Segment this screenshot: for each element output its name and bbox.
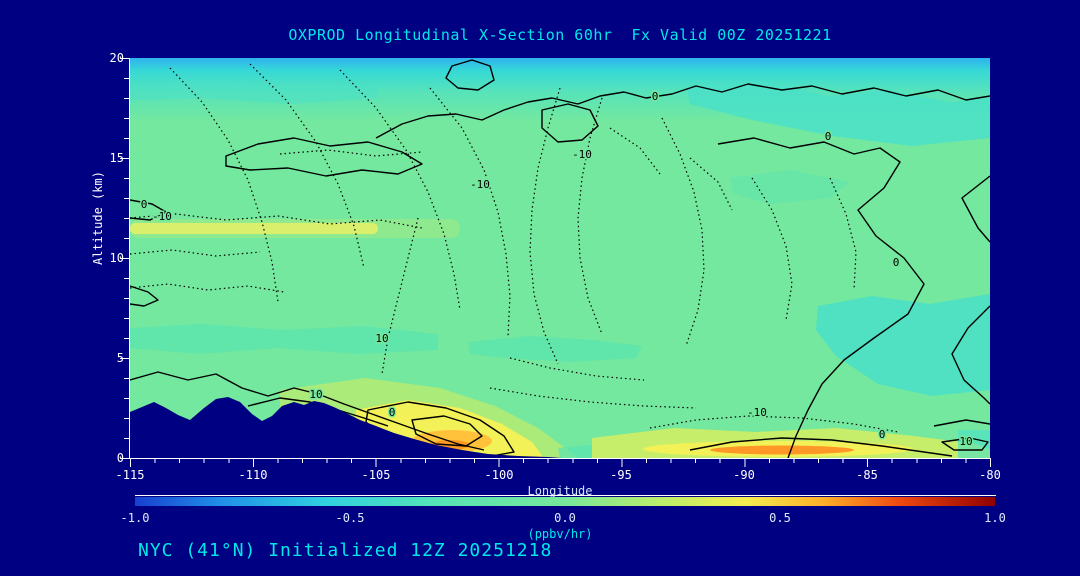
colorbar-tick-label: -0.5 bbox=[335, 511, 365, 525]
colorbar-top-line bbox=[135, 495, 996, 496]
y-tick-label: 15 bbox=[109, 151, 124, 165]
x-axis-major-ticks bbox=[130, 459, 991, 467]
contour-label: -10 bbox=[470, 178, 490, 191]
contour-label: -10 bbox=[747, 406, 767, 419]
y-tick-label: 0 bbox=[80, 451, 124, 465]
x-axis-line bbox=[129, 458, 991, 459]
colorbar-tick-label: 0.5 bbox=[769, 511, 791, 525]
x-tick-label: -95 bbox=[610, 468, 632, 482]
contour-label: 10 bbox=[959, 435, 972, 448]
contour-label: 0 bbox=[389, 406, 396, 419]
run-info-text: NYC (41°N) Initialized 12Z 20251218 bbox=[138, 540, 553, 561]
plot-title: OXPROD Longitudinal X-Section 60hr Fx Va… bbox=[288, 26, 832, 44]
colorbar-units-label: (ppbv/hr) bbox=[527, 527, 593, 541]
x-tick-label: -115 bbox=[115, 468, 145, 482]
x-tick-label: -105 bbox=[361, 468, 391, 482]
plot-area: 0 0 0 0 0 0 10 10 10 -10 -10 -10 -10 bbox=[130, 58, 990, 458]
contour-label: 0 bbox=[652, 90, 659, 103]
colorbar-tick-label: -1.0 bbox=[120, 511, 150, 525]
x-tick-label: -100 bbox=[484, 468, 514, 482]
x-axis-title: Longitude bbox=[527, 484, 593, 498]
x-tick-label: -90 bbox=[733, 468, 755, 482]
contour-label: 0 bbox=[893, 256, 900, 269]
colorbar bbox=[135, 497, 995, 506]
contour-label: -10 bbox=[572, 148, 592, 161]
contour-label: 0 bbox=[879, 428, 886, 441]
contour-lines-dotted bbox=[130, 63, 899, 433]
y-axis-major-ticks bbox=[120, 58, 129, 459]
contour-label: 0 bbox=[825, 130, 832, 143]
x-tick-label: -110 bbox=[238, 468, 268, 482]
y-tick-label: 5 bbox=[80, 351, 124, 365]
y-axis-line bbox=[129, 58, 130, 459]
colorbar-tick-label: 1.0 bbox=[984, 511, 1006, 525]
terrain-silhouette bbox=[130, 397, 562, 458]
contour-label: 0 bbox=[141, 198, 148, 211]
x-tick-label: -85 bbox=[856, 468, 878, 482]
contour-label: 10 bbox=[309, 388, 322, 401]
contour-value-labels: 0 0 0 0 0 0 10 10 10 -10 -10 -10 -10 bbox=[139, 89, 974, 450]
y-tick-label: 20 bbox=[109, 51, 124, 65]
field-fill bbox=[130, 58, 990, 458]
contour-label: 10 bbox=[375, 332, 388, 345]
y-tick-label: 10 bbox=[109, 251, 124, 265]
x-tick-label: -80 bbox=[979, 468, 1001, 482]
contour-plot: 0 0 0 0 0 0 10 10 10 -10 -10 -10 -10 bbox=[130, 58, 990, 458]
colorbar-tick-label: 0.0 bbox=[554, 511, 576, 525]
contour-label: -10 bbox=[152, 210, 172, 223]
